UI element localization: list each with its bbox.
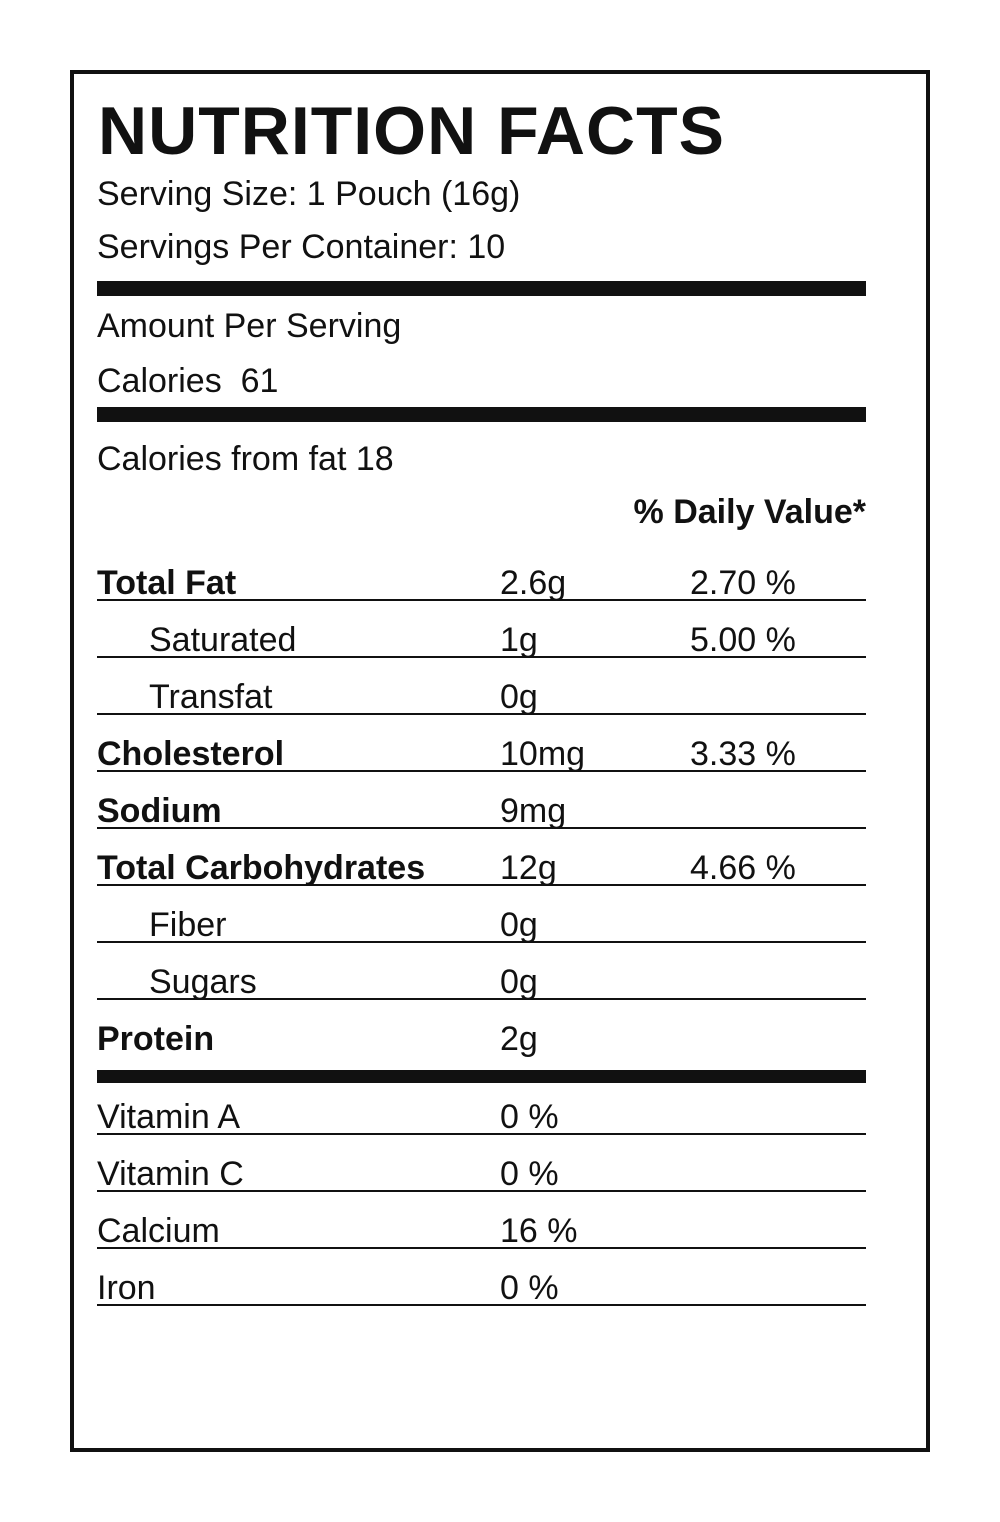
nutrient-amount: 12g <box>500 849 557 887</box>
nutrient-name: Sodium <box>97 792 222 830</box>
nutrient-daily-value: 2.70 % <box>690 564 796 602</box>
nutrient-row: Protein 2g <box>97 1000 866 1058</box>
calories-from-fat: Calories from fat 18 <box>97 440 394 478</box>
nutrient-amount: 2g <box>500 1020 538 1058</box>
nutrient-name: Sugars <box>149 963 257 1001</box>
nutrient-row: Transfat 0g <box>97 658 866 716</box>
calories: Calories 61 <box>97 362 279 400</box>
nutrient-row: Saturated 1g 5.00 % <box>97 601 866 659</box>
nutrient-row: Cholesterol 10mg 3.33 % <box>97 715 866 773</box>
nutrient-name: Protein <box>97 1020 215 1058</box>
nutrient-row: Sodium 9mg <box>97 772 866 830</box>
thick-rule <box>97 407 866 422</box>
vitamin-row: Iron 0 % <box>97 1249 866 1307</box>
thick-rule <box>97 1070 866 1083</box>
vitamin-name: Iron <box>97 1269 156 1307</box>
vitamin-name: Vitamin A <box>97 1098 241 1136</box>
nutrient-daily-value: 4.66 % <box>690 849 796 887</box>
nutrient-daily-value: 5.00 % <box>690 621 796 659</box>
nutrient-row: Sugars 0g <box>97 943 866 1001</box>
vitamin-value: 0 % <box>500 1098 559 1136</box>
servings-per-container: Servings Per Container: 10 <box>97 228 506 266</box>
vitamin-row: Vitamin A 0 % <box>97 1078 866 1136</box>
label-frame <box>70 70 930 1452</box>
vitamin-name: Vitamin C <box>97 1155 244 1193</box>
vitamin-value: 0 % <box>500 1155 559 1193</box>
nutrient-row: Total Carbohydrates 12g 4.66 % <box>97 829 866 887</box>
nutrient-amount: 0g <box>500 906 538 944</box>
nutrient-amount: 2.6g <box>500 564 567 602</box>
nutrient-row: Total Fat 2.6g 2.70 % <box>97 544 866 602</box>
nutrient-name: Transfat <box>149 678 273 716</box>
nutrient-name: Total Carbohydrates <box>97 849 426 887</box>
nutrient-daily-value: 3.33 % <box>690 735 796 773</box>
nutrient-row: Fiber 0g <box>97 886 866 944</box>
nutrient-amount: 0g <box>500 963 538 1001</box>
nutrient-name: Fiber <box>149 906 227 944</box>
daily-value-header: % Daily Value* <box>633 493 866 531</box>
nutrient-amount: 10mg <box>500 735 586 773</box>
vitamin-name: Calcium <box>97 1212 220 1250</box>
nutrient-amount: 1g <box>500 621 538 659</box>
amount-per-serving: Amount Per Serving <box>97 307 402 345</box>
nutrient-amount: 9mg <box>500 792 567 830</box>
nutrient-amount: 0g <box>500 678 538 716</box>
thick-rule <box>97 281 866 296</box>
title: NUTRITION FACTS <box>98 93 725 169</box>
vitamin-row: Calcium 16 % <box>97 1192 866 1250</box>
serving-size: Serving Size: 1 Pouch (16g) <box>97 175 521 213</box>
nutrient-name: Cholesterol <box>97 735 285 773</box>
nutrient-name: Total Fat <box>97 564 237 602</box>
vitamin-row: Vitamin C 0 % <box>97 1135 866 1193</box>
vitamin-value: 0 % <box>500 1269 559 1307</box>
vitamin-value: 16 % <box>500 1212 578 1250</box>
nutrient-name: Saturated <box>149 621 297 659</box>
